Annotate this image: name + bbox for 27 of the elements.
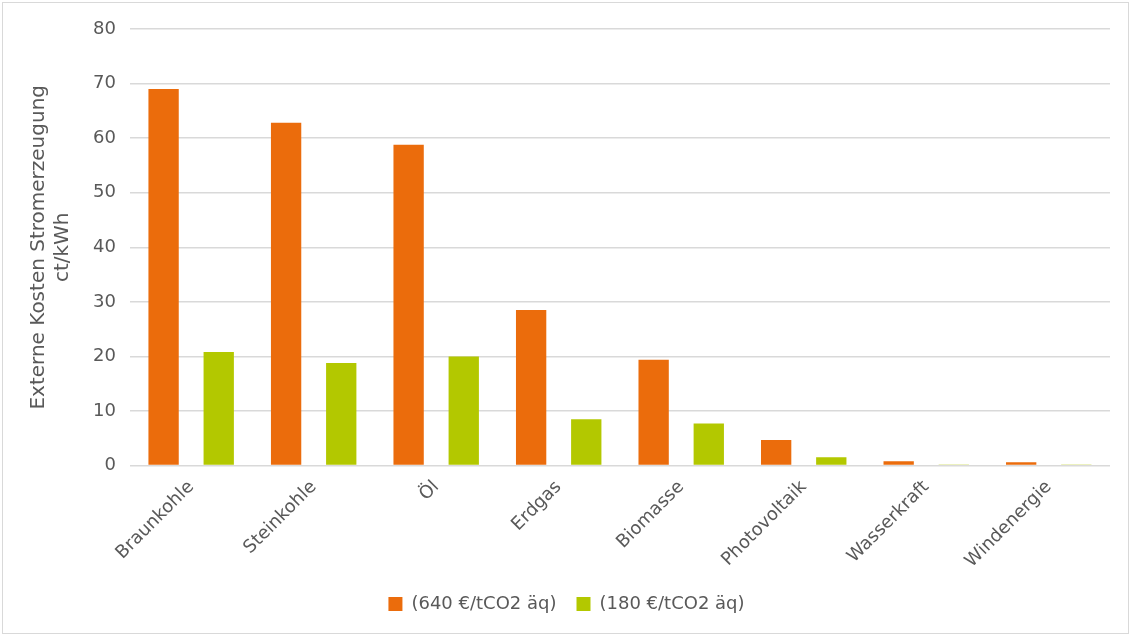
y-tick-label: 60 [93,125,116,147]
bar [760,439,792,465]
bar [270,122,302,465]
y-tick-label: 0 [104,453,116,475]
bar [326,362,357,465]
bar [1006,462,1037,465]
bar [393,144,424,465]
y-tick-label: 80 [93,16,116,38]
bar [816,457,847,465]
x-tick-label: Öl [413,475,443,504]
y-tick-label: 30 [93,289,116,311]
y-tick-label: 70 [93,71,116,93]
bar [148,89,179,465]
y-tick-label: 50 [93,180,116,202]
legend-label: (640 €/tCO2 äq) [411,591,557,613]
y-axis-title: Externe Kosten Stromerzeugung ct/kWh [25,84,74,410]
bar [203,352,234,465]
y-tick-label: 20 [93,344,116,366]
bar [883,461,914,465]
y-tick-label: 10 [93,398,116,420]
bar [693,423,724,465]
bar [638,359,669,465]
bar [515,310,547,465]
y-tick-label: 40 [93,234,116,256]
bar [448,356,479,465]
legend-label: (180 €/tCO2 äq) [599,591,745,613]
bar [571,419,602,465]
